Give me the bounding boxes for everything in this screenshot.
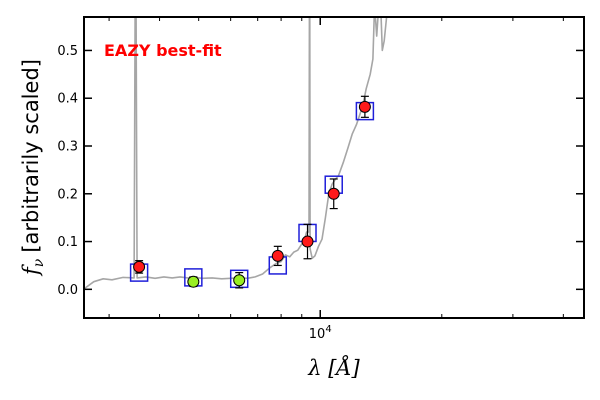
y-tick-label: 0.4: [57, 92, 78, 107]
y-tick-label: 0.0: [57, 283, 78, 298]
y-tick-label: 0.1: [57, 235, 78, 250]
x-tick-label: 104: [309, 324, 332, 342]
y-axis-symbol: f: [19, 264, 43, 277]
y-tick-label: 0.5: [57, 44, 78, 59]
chart-annotation: EAZY best-fit: [104, 41, 222, 60]
detection-point: [133, 260, 146, 273]
y-tick-label: 0.3: [57, 140, 78, 155]
observed-photometry-layer: [133, 95, 371, 289]
detection-point: [358, 100, 371, 113]
y-axis-subscript: ν: [31, 258, 47, 267]
axis-ticks: 0.0 0.1 0.2 0.3 0.4 0.5: [57, 17, 584, 318]
upper_limit-point: [187, 275, 200, 288]
y-tick-label: 0.2: [57, 187, 78, 202]
plot-frame: [83, 16, 585, 319]
detection-point: [301, 235, 314, 248]
detection-point: [327, 187, 340, 200]
x-axis-label: λ [Å]: [307, 355, 360, 380]
detection-point: [271, 249, 284, 262]
upper_limit-point: [233, 274, 246, 287]
y-axis-text: [arbitrarily scaled]: [19, 59, 43, 253]
y-axis-label: fν [arbitrarily scaled]: [19, 59, 47, 277]
